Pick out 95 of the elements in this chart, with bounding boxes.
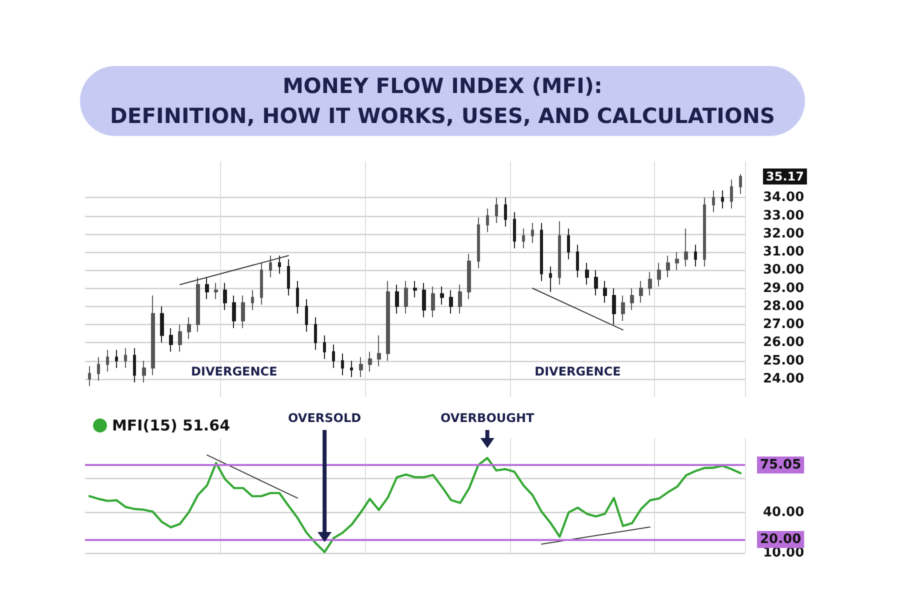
candlestick bbox=[169, 328, 173, 352]
candlestick bbox=[151, 295, 155, 376]
candlestick bbox=[513, 212, 516, 249]
candlestick bbox=[486, 208, 489, 233]
candlestick bbox=[739, 174, 742, 195]
candlestick bbox=[88, 366, 91, 387]
candlestick bbox=[694, 244, 697, 268]
candlestick bbox=[205, 276, 209, 300]
line-series bbox=[88, 456, 742, 554]
candlestick bbox=[703, 197, 706, 268]
candlestick bbox=[558, 220, 561, 286]
candlestick bbox=[495, 197, 498, 224]
candlestick bbox=[106, 349, 109, 372]
y-tick-label: 31.00 bbox=[763, 244, 804, 260]
candlestick bbox=[287, 258, 290, 296]
candlestick bbox=[323, 334, 326, 360]
legend-label: MFI(15) 51.64 bbox=[112, 416, 230, 434]
annotation: DIVERGENCE bbox=[534, 364, 621, 378]
candlestick bbox=[522, 228, 525, 249]
candlestick bbox=[504, 197, 507, 228]
candlestick bbox=[359, 356, 363, 378]
text: 35.17 bbox=[766, 169, 804, 184]
y-tick-label: 29.00 bbox=[763, 280, 804, 296]
candlestick bbox=[269, 255, 272, 278]
candlestick bbox=[377, 334, 381, 367]
y-tick-label: 33.00 bbox=[763, 208, 804, 224]
candlestick bbox=[178, 324, 182, 352]
candlestick bbox=[675, 252, 679, 271]
candlestick bbox=[712, 190, 715, 213]
candlestick bbox=[630, 288, 634, 311]
text: OVERSOLD bbox=[288, 411, 362, 425]
candlestick bbox=[305, 298, 308, 332]
candlestick bbox=[332, 344, 335, 369]
y-tick-label: 27.00 bbox=[763, 317, 804, 332]
candlestick bbox=[639, 280, 643, 304]
y-tick-label: 32.00 bbox=[763, 226, 804, 242]
y-tick-label: 24.00 bbox=[763, 371, 804, 386]
y-tick-label: 26.00 bbox=[763, 335, 804, 350]
candlestick bbox=[603, 280, 607, 304]
candlestick bbox=[477, 217, 480, 269]
candlestick bbox=[223, 282, 227, 311]
candlestick bbox=[648, 271, 652, 296]
candlestick bbox=[585, 262, 589, 286]
candlestick bbox=[467, 253, 471, 300]
candlestick bbox=[531, 222, 534, 244]
candlestick bbox=[133, 348, 136, 383]
candlestick bbox=[404, 280, 408, 314]
candlestick bbox=[386, 280, 390, 362]
candlestick bbox=[187, 316, 191, 340]
candlestick bbox=[142, 360, 146, 383]
candlestick bbox=[314, 316, 317, 350]
candlestick bbox=[115, 349, 118, 369]
candlestick bbox=[241, 295, 245, 329]
candlestick bbox=[540, 222, 543, 282]
candlestick bbox=[278, 255, 281, 274]
y-tick-label: 40.00 bbox=[763, 504, 804, 520]
candlestick bbox=[413, 280, 417, 298]
candlestick bbox=[576, 244, 579, 278]
annotation: DIVERGENCE bbox=[191, 364, 278, 378]
candlestick bbox=[721, 190, 724, 210]
annotation: OVERBOUGHT bbox=[440, 411, 536, 425]
candlestick bbox=[232, 295, 236, 329]
candlestick bbox=[657, 262, 661, 287]
candlestick bbox=[684, 228, 688, 268]
candlestick bbox=[368, 351, 372, 372]
y-tick-label: 34.00 bbox=[763, 190, 804, 206]
candlestick bbox=[449, 290, 453, 314]
chart-title: MONEY FLOW INDEX (MFI): DEFINITION, HOW IT WORKS, USES, AND CALCULATIONS bbox=[80, 66, 805, 136]
candlestick bbox=[549, 266, 552, 292]
y-tick-label: 25.00 bbox=[763, 353, 804, 368]
candlestick bbox=[350, 360, 353, 378]
candlestick bbox=[296, 280, 299, 314]
ref-line-label: 20.00 bbox=[760, 532, 802, 547]
candlestick bbox=[251, 290, 254, 311]
candlestick bbox=[422, 282, 426, 318]
candlestick bbox=[567, 228, 570, 260]
candlestick bbox=[621, 295, 625, 322]
candlestick bbox=[214, 282, 218, 300]
candlestick bbox=[440, 286, 444, 306]
candlestick bbox=[666, 255, 670, 278]
y-tick-label: 30.00 bbox=[763, 262, 804, 278]
candlestick bbox=[260, 262, 263, 306]
candlestick bbox=[341, 353, 344, 376]
candlestick bbox=[730, 179, 733, 210]
candlestick bbox=[160, 306, 164, 344]
candlestick bbox=[124, 348, 127, 369]
candlestick bbox=[395, 284, 399, 314]
y-tick-label: 28.00 bbox=[763, 298, 804, 314]
candlestick bbox=[431, 286, 435, 318]
candlestick bbox=[97, 356, 100, 382]
candlestick bbox=[458, 284, 462, 314]
candlestick bbox=[594, 270, 598, 296]
candlestick bbox=[196, 276, 200, 332]
candlestick bbox=[612, 288, 616, 326]
ref-line-label: 75.05 bbox=[760, 457, 802, 472]
